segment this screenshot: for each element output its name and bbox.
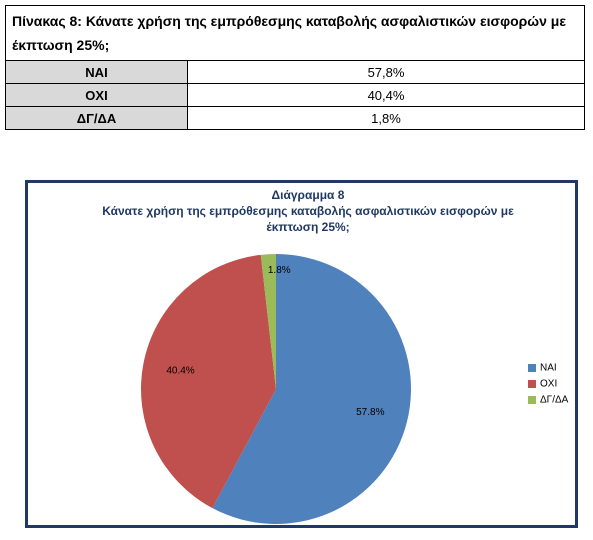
row-value: 40,4% [187,83,585,107]
chart: 57.8% 40.4% 1.8% ΝΑΙ ΟΧΙ ΔΓ/ΔΑ [140,254,569,524]
chart-frame: 57.8% 40.4% 1.8% ΝΑΙ ΟΧΙ ΔΓ/ΔΑ Διάγραμμα 8 Κά… [25,180,578,528]
data-label: 1.8% [268,265,291,276]
data-label: 40.4% [166,365,194,376]
row-label: ΔΓ/ΔΑ [5,106,188,130]
legend-swatch [528,364,536,372]
legend-swatch [528,396,536,404]
data-label: 57.8% [356,407,384,418]
row-label: ΝΑΙ [5,60,188,84]
chart-subtitle: Κάνατε χρήση της εμπρόθεσμης καταβολής α… [102,204,514,234]
pie-slice [260,254,276,389]
table-title: Πίνακας 8: Κάνατε χρήση της εμπρόθεσμης … [5,5,585,61]
data-table: Πίνακας 8: Κάνατε χρήση της εμπρόθεσμης … [5,5,585,130]
chart-heading: Διάγραμμα 8 Κάνατε χρήση της εμπρόθεσμης… [98,187,518,235]
row-label: ΟΧΙ [5,83,188,107]
row-value: 57,8% [187,60,585,84]
chart-title: Διάγραμμα 8 [271,188,345,202]
legend-label: ΔΓ/ΔΑ [540,395,569,406]
legend-label: ΟΧΙ [540,379,557,390]
row-value: 1,8% [187,106,585,130]
pie-slice [212,254,411,524]
legend-swatch [528,380,536,388]
legend-label: ΝΑΙ [540,363,557,374]
pie-slice [140,254,276,509]
